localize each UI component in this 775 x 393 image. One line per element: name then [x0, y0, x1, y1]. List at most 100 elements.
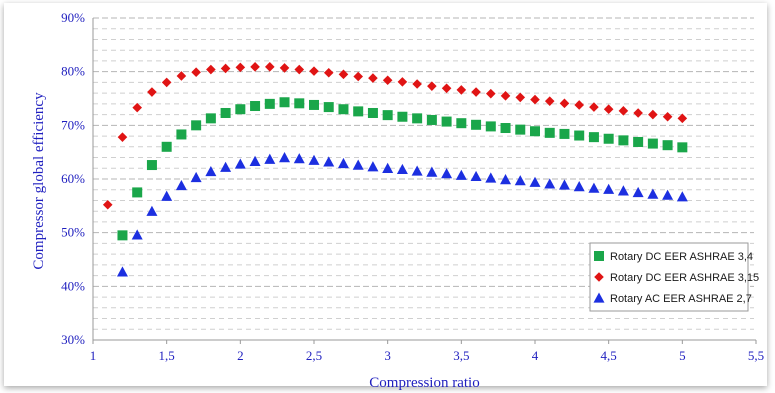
diamond-data-point	[471, 87, 481, 97]
square-data-point	[426, 114, 437, 125]
y-tick-label: 90%	[61, 10, 85, 25]
diamond-data-point	[368, 73, 378, 83]
legend-entry-label: Rotary AC EER ASHRAE 2,7	[610, 293, 752, 305]
triangle-data-point	[293, 153, 305, 164]
y-tick-label: 70%	[61, 117, 85, 132]
diamond-data-point	[662, 111, 673, 122]
square-data-point	[338, 104, 349, 115]
triangle-data-point	[323, 156, 335, 167]
triangle-data-point	[470, 170, 482, 181]
diamond-data-point	[250, 62, 260, 72]
square-data-point	[618, 135, 629, 146]
diamond-data-point	[544, 96, 555, 106]
diamond-data-point	[102, 199, 113, 210]
triangle-data-point	[573, 181, 585, 192]
square-data-point	[412, 113, 423, 124]
x-tick-label: 1,5	[159, 348, 175, 363]
series-triangle	[116, 152, 688, 277]
y-axis-title: Compressor global efficiency	[31, 92, 47, 270]
square-data-point	[176, 129, 187, 140]
triangle-data-point	[632, 186, 644, 198]
diamond-data-point	[530, 94, 540, 105]
data-points	[102, 62, 688, 277]
diamond-data-point	[220, 63, 231, 74]
diamond-data-point	[294, 64, 305, 75]
triangle-data-point	[676, 191, 688, 202]
triangle-data-point	[558, 179, 570, 190]
grid	[93, 17, 754, 330]
legend-box	[589, 242, 749, 312]
diamond-data-point	[235, 62, 246, 73]
triangle-data-point	[426, 166, 438, 177]
square-data-point	[146, 160, 157, 171]
square-data-point	[530, 126, 540, 137]
triangle-data-point	[588, 182, 600, 193]
triangle-data-point	[190, 171, 202, 183]
x-tick-label: 3,5	[453, 348, 469, 363]
x-tick-label: 4	[532, 348, 539, 363]
diamond-data-point	[574, 100, 584, 110]
triangle-data-point	[131, 229, 143, 240]
square-data-point	[677, 142, 688, 153]
square-data-point	[397, 111, 408, 122]
triangle-data-point	[529, 176, 541, 187]
y-tick-label: 80%	[61, 64, 85, 79]
square-data-point	[382, 110, 393, 121]
x-tick-labels: 1 1,5 2 2,5 3 3,5 4 4,5 5 5,5	[90, 340, 764, 363]
diamond-data-point	[338, 69, 349, 80]
square-data-point	[264, 98, 275, 109]
diamond-data-point	[309, 66, 319, 76]
y-tick-labels: 30% 40% 50% 60% 70% 80% 90%	[61, 10, 85, 347]
axes	[92, 18, 756, 341]
square-data-point	[662, 140, 673, 151]
y-tick-label: 30%	[61, 332, 85, 347]
square-data-point	[294, 98, 305, 109]
square-data-point	[353, 106, 364, 117]
square-data-point	[471, 119, 482, 130]
legend-square-icon	[594, 251, 604, 261]
square-data-point	[191, 120, 202, 131]
diamond-data-point	[176, 71, 187, 81]
square-data-point	[603, 133, 614, 144]
x-tick-label: 5	[679, 348, 686, 363]
x-tick-label: 4,5	[601, 348, 617, 363]
triangle-data-point	[411, 165, 423, 176]
triangle-data-point	[367, 161, 379, 172]
square-data-point	[485, 121, 496, 132]
square-data-point	[588, 132, 599, 143]
triangle-data-point	[396, 163, 408, 175]
x-tick-label: 3	[384, 348, 391, 363]
series-square	[117, 97, 688, 241]
triangle-data-point	[220, 161, 232, 172]
diamond-data-point	[515, 92, 526, 103]
square-data-point	[117, 230, 128, 241]
triangle-data-point	[146, 205, 158, 216]
square-data-point	[205, 113, 216, 124]
triangle-data-point	[234, 158, 246, 169]
triangle-data-point	[662, 189, 674, 200]
diamond-data-point	[589, 102, 599, 112]
triangle-data-point	[264, 153, 276, 164]
series-diamond	[102, 62, 688, 210]
square-data-point	[309, 99, 319, 110]
triangle-data-point	[514, 175, 526, 186]
x-tick-label: 2	[237, 348, 244, 363]
diamond-data-point	[486, 88, 496, 99]
diamond-data-point	[161, 77, 172, 88]
triangle-data-point	[382, 162, 394, 173]
square-data-point	[574, 130, 585, 141]
diamond-data-point	[191, 67, 201, 78]
diamond-data-point	[117, 132, 128, 142]
diamond-data-point	[427, 81, 437, 91]
triangle-data-point	[175, 179, 187, 191]
legend-diamond-icon	[594, 272, 604, 282]
diamond-data-point	[677, 113, 688, 124]
x-axis-title: Compression ratio	[369, 375, 479, 391]
diamond-data-point	[441, 83, 452, 94]
diamond-data-point	[353, 71, 363, 82]
y-tick-label: 40%	[61, 278, 85, 293]
square-data-point	[633, 136, 644, 147]
square-data-point	[132, 187, 143, 198]
square-data-point	[367, 107, 378, 118]
triangle-data-point	[337, 157, 349, 169]
